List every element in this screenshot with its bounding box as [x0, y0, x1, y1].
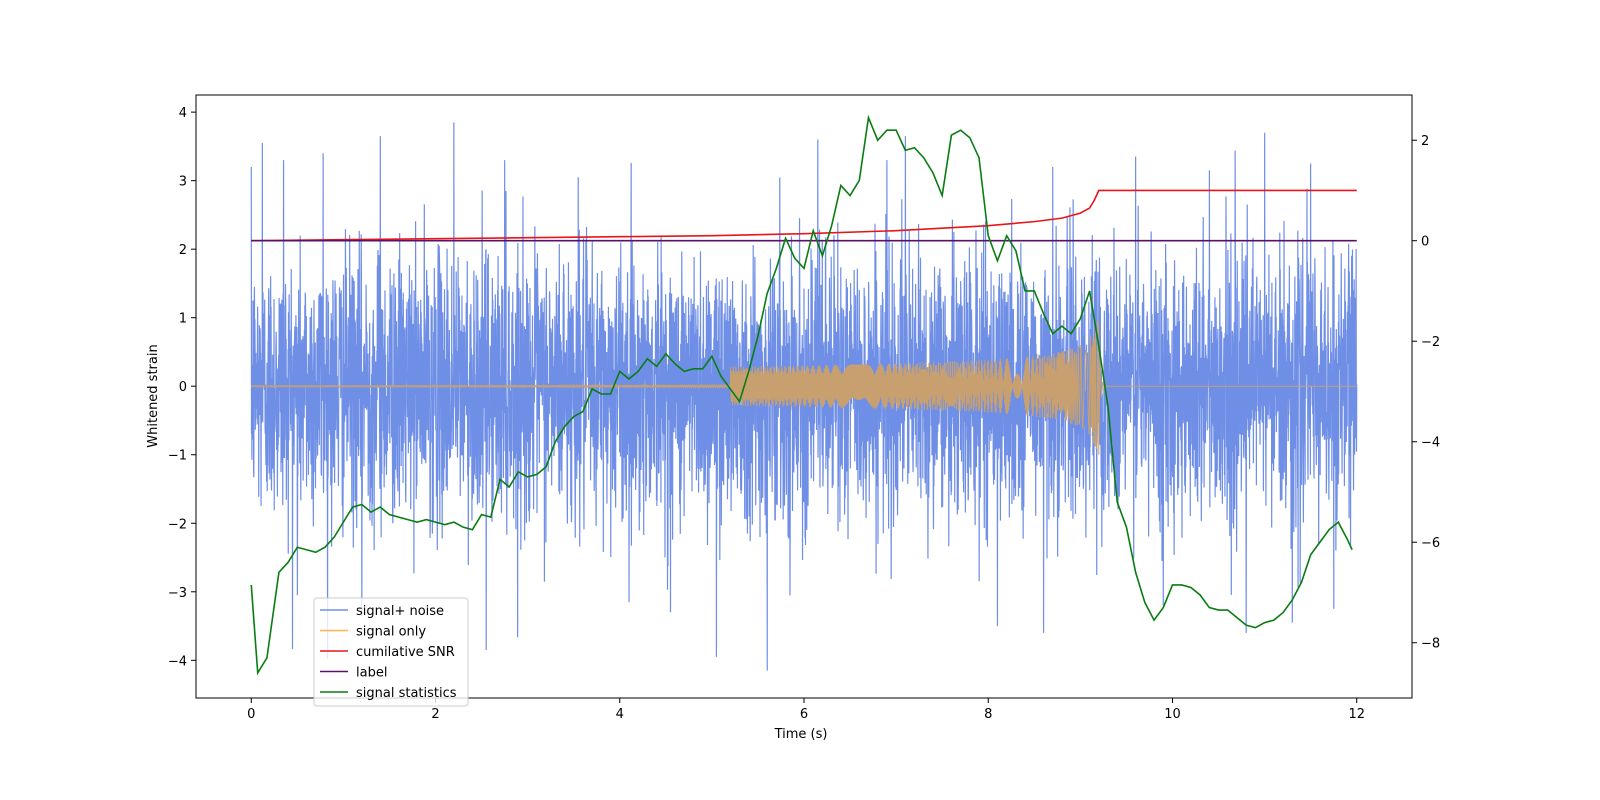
- y-axis-right: −8 −6 −4 −2 0 2: [1412, 134, 1440, 652]
- y-tick-label: −4: [168, 654, 187, 669]
- y-axis-left: −4 −3 −2 −1 0 1 2 3 4: [168, 106, 196, 669]
- legend-entry: signal+ noise: [356, 604, 444, 619]
- y-axis-label: Whitened strain: [146, 344, 161, 447]
- x-tick-label: 6: [800, 707, 808, 722]
- legend-entry: cumilative SNR: [356, 645, 455, 660]
- y2-tick-label: 0: [1421, 235, 1429, 250]
- x-axis: 0 2 4 6 8 10 12: [247, 698, 1365, 722]
- y2-tick-label: 2: [1421, 134, 1429, 149]
- series-signal-plus-noise: [250, 122, 1358, 671]
- x-tick-label: 10: [1164, 707, 1181, 722]
- x-axis-label: Time (s): [774, 727, 828, 742]
- y-tick-label: 0: [179, 380, 187, 395]
- plot-area: [250, 114, 1358, 676]
- y-tick-label: −3: [168, 586, 187, 601]
- x-tick-label: 12: [1348, 707, 1365, 722]
- legend-entry: signal only: [356, 625, 426, 640]
- series-cumilative-snr: [251, 189, 1357, 242]
- y-tick-label: −2: [168, 517, 187, 532]
- series-signal-statistics: [250, 114, 1353, 676]
- y-tick-label: 1: [179, 312, 187, 327]
- x-tick-label: 0: [247, 707, 255, 722]
- x-tick-label: 2: [431, 707, 439, 722]
- y2-tick-label: −8: [1421, 637, 1440, 652]
- y2-tick-label: −4: [1421, 436, 1440, 451]
- legend-entry: label: [356, 666, 387, 681]
- x-tick-label: 4: [616, 707, 624, 722]
- y2-tick-label: −6: [1421, 536, 1440, 551]
- legend: signal+ noise signal only cumilative SNR la…: [313, 597, 469, 707]
- legend-box: [313, 597, 469, 707]
- series-signal-only: [250, 320, 1357, 455]
- x-tick-label: 8: [984, 707, 992, 722]
- y-tick-label: 4: [179, 106, 187, 121]
- y-tick-label: 2: [179, 243, 187, 258]
- y-tick-label: −1: [168, 449, 187, 464]
- y2-tick-label: −2: [1421, 335, 1440, 350]
- legend-entry: signal statistics: [356, 686, 457, 701]
- y-tick-label: 3: [179, 175, 187, 190]
